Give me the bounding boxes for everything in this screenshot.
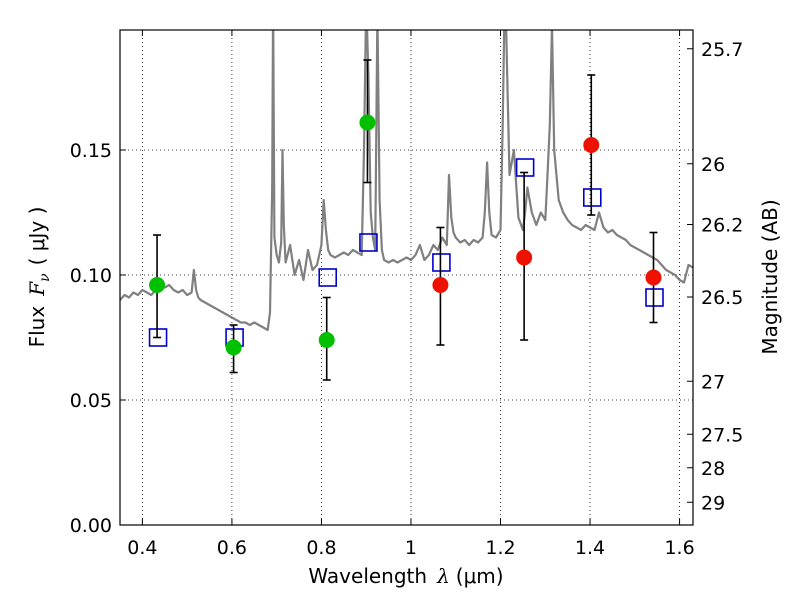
y-axis-label: FluxFν( μJy ) bbox=[25, 207, 53, 348]
red-point bbox=[645, 269, 662, 286]
y-tick-label: 0.00 bbox=[70, 515, 112, 537]
right-tick-label: 25.7 bbox=[701, 39, 743, 61]
model-square-marker bbox=[432, 253, 451, 272]
right-tick-label: 29 bbox=[701, 492, 725, 514]
model-square-marker bbox=[515, 158, 535, 177]
right-tick-label: 27 bbox=[701, 371, 725, 393]
plot-background bbox=[120, 30, 693, 525]
plot-frame bbox=[119, 29, 694, 526]
model-square-marker bbox=[582, 188, 602, 207]
red-point bbox=[516, 249, 533, 266]
x-tick-label: 0.8 bbox=[306, 537, 336, 559]
grid-lines bbox=[120, 30, 693, 525]
x-axis-label: Wavelength λ (μm) bbox=[308, 564, 503, 588]
x-tick-label: 1.4 bbox=[575, 537, 605, 559]
red-point bbox=[432, 277, 449, 293]
green-point bbox=[225, 339, 242, 356]
green-point bbox=[359, 114, 376, 131]
right-axis-label: Magnitude (AB) bbox=[758, 199, 782, 354]
y-tick-label: 0.10 bbox=[70, 265, 112, 287]
x-tick-label: 1.6 bbox=[664, 537, 694, 559]
model-square-marker bbox=[148, 328, 168, 347]
red-point bbox=[583, 137, 600, 153]
model-square-marker bbox=[318, 268, 338, 287]
x-tick-label: 0.4 bbox=[127, 537, 157, 559]
right-tick-label: 28 bbox=[701, 458, 725, 480]
data-series bbox=[120, 30, 693, 381]
green-point bbox=[149, 277, 166, 293]
right-tick-label: 26.2 bbox=[701, 215, 743, 237]
y-tick-label: 0.15 bbox=[70, 140, 112, 162]
axis-ticks: 0.4 0.6 0.8 1 1.2 1.4 1.6 0.00 0.05 0.10 0.15 25.7 2… bbox=[70, 30, 743, 559]
x-tick-label: 1.2 bbox=[485, 537, 515, 559]
x-tick-label: 0.6 bbox=[217, 537, 247, 559]
right-tick-label: 26.5 bbox=[701, 287, 743, 309]
x-tick-label: 1 bbox=[405, 537, 417, 559]
model-square-marker bbox=[645, 288, 664, 307]
right-tick-label: 27.5 bbox=[701, 424, 743, 446]
spectrum-line bbox=[120, 30, 693, 332]
model-square-marker bbox=[359, 233, 378, 252]
y-tick-label: 0.05 bbox=[70, 390, 112, 412]
right-tick-label: 26 bbox=[701, 154, 725, 176]
green-point bbox=[318, 332, 335, 348]
